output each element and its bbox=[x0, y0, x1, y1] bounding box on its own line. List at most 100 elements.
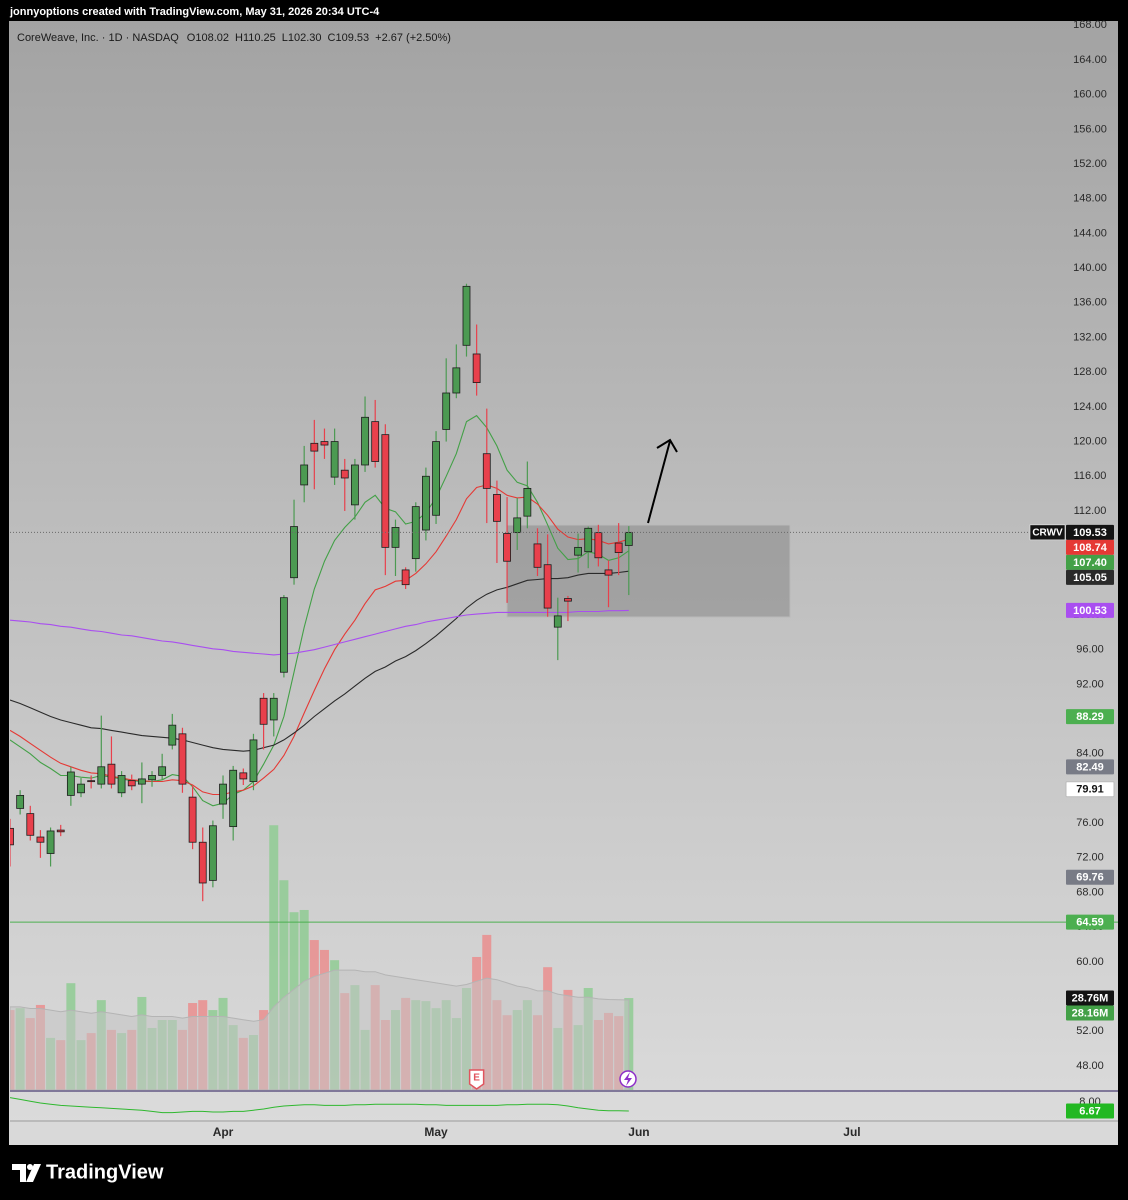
y-tick-label: 84.00 bbox=[1076, 748, 1104, 760]
price-label: 107.40 bbox=[1073, 557, 1107, 569]
candle-body bbox=[127, 780, 136, 787]
candle-body bbox=[97, 766, 106, 785]
y-tick-label: 168.00 bbox=[1073, 19, 1107, 31]
price-label-box bbox=[1066, 569, 1114, 585]
candle-body bbox=[269, 697, 278, 721]
price-label: 69.76 bbox=[1076, 872, 1104, 884]
price-label-box bbox=[1066, 990, 1114, 1006]
time-axis-background bbox=[9, 1121, 1118, 1145]
logo: TradingView bbox=[12, 1161, 164, 1183]
y-tick-label: 116.00 bbox=[1074, 470, 1107, 482]
candle-body bbox=[137, 778, 146, 785]
y-tick-label: 92.00 bbox=[1076, 678, 1104, 690]
price-label-box bbox=[1066, 524, 1114, 540]
candle-body bbox=[604, 569, 613, 576]
candle-body bbox=[239, 772, 248, 780]
price-label-box bbox=[1066, 1103, 1114, 1119]
y-tick-label: 148.00 bbox=[1073, 193, 1107, 205]
volume-bar bbox=[269, 825, 279, 1090]
price-label: 28.16M bbox=[1072, 1007, 1109, 1019]
candle-body bbox=[493, 494, 501, 522]
candle-body bbox=[340, 469, 349, 479]
candle-body bbox=[279, 597, 288, 673]
candle-body bbox=[614, 542, 623, 553]
candle-body bbox=[371, 421, 380, 462]
candle-body bbox=[624, 531, 633, 546]
symbol-box bbox=[1029, 524, 1066, 541]
candle-body bbox=[472, 353, 481, 383]
candle-body bbox=[229, 769, 238, 828]
x-tick-label: Jul bbox=[843, 1125, 860, 1139]
candle-body bbox=[259, 697, 268, 725]
candle-body bbox=[16, 795, 25, 809]
candle-body bbox=[574, 546, 582, 556]
candle-body bbox=[249, 739, 258, 782]
candle-body bbox=[158, 766, 167, 776]
volume-ma-area bbox=[10, 969, 630, 1090]
oscillator-line bbox=[10, 1097, 629, 1114]
arrow-head bbox=[656, 438, 678, 453]
y-tick-label: 52.00 bbox=[1076, 1025, 1104, 1037]
candle-body bbox=[178, 733, 187, 785]
candle-body bbox=[594, 532, 603, 559]
event-icon-bolt bbox=[624, 1072, 632, 1086]
price-label-box bbox=[1066, 1005, 1114, 1021]
candle-body bbox=[543, 564, 552, 609]
event-marker bbox=[468, 1069, 485, 1090]
candle-body bbox=[523, 487, 532, 517]
price-label-box bbox=[1066, 539, 1114, 555]
logo-mark-right bbox=[26, 1164, 41, 1182]
candle-body bbox=[168, 724, 177, 746]
candle-body bbox=[36, 836, 45, 843]
candle-body bbox=[503, 533, 511, 562]
price-label-box bbox=[1066, 709, 1114, 725]
legend-change: +2.67 (+2.50%) bbox=[375, 32, 451, 44]
x-tick-label: Jun bbox=[628, 1125, 649, 1139]
price-label-box bbox=[1066, 602, 1114, 618]
price-label-box bbox=[1066, 869, 1114, 885]
x-tick-label: Apr bbox=[213, 1125, 234, 1139]
candle-body bbox=[290, 526, 298, 579]
header-text: jonnyoptions created with TradingView.co… bbox=[9, 6, 380, 18]
candle-body bbox=[361, 416, 369, 466]
candle-body bbox=[10, 827, 14, 846]
y-tick-label: 120.00 bbox=[1073, 435, 1107, 447]
y-tick-label: 60.00 bbox=[1076, 956, 1104, 968]
candle-body bbox=[462, 285, 471, 346]
y-tick-label: 152.00 bbox=[1073, 158, 1107, 170]
candle-body bbox=[219, 783, 227, 805]
y-tick-label: 132.00 bbox=[1073, 331, 1107, 343]
y-tick-label: 128.00 bbox=[1073, 366, 1107, 378]
candle-body bbox=[66, 771, 75, 796]
candle-body bbox=[564, 598, 572, 602]
ma-line bbox=[10, 609, 629, 656]
price-label: 28.76M bbox=[1072, 992, 1109, 1004]
y-tick-label: 140.00 bbox=[1073, 262, 1107, 274]
candle-body bbox=[310, 442, 319, 452]
candle-body bbox=[320, 441, 329, 446]
logo-mark-dot bbox=[27, 1164, 33, 1170]
price-label-box bbox=[1066, 759, 1114, 775]
price-label-box bbox=[1065, 781, 1115, 798]
legend-high: H110.25 bbox=[235, 32, 276, 44]
legend-title: CoreWeave, Inc. · 1D · NASDAQ bbox=[17, 32, 179, 44]
candle-body bbox=[148, 775, 156, 781]
candle-body bbox=[188, 796, 197, 843]
price-label: 88.29 bbox=[1076, 711, 1104, 723]
y-tick-label: 160.00 bbox=[1073, 89, 1107, 101]
chart-background bbox=[9, 21, 1118, 1145]
y-tick-label: 96.00 bbox=[1076, 644, 1104, 656]
x-tick-label: May bbox=[424, 1125, 448, 1139]
legend: CoreWeave, Inc. · 1D · NASDAQ O108.02 H110… bbox=[17, 32, 451, 44]
candle-body bbox=[391, 527, 400, 548]
candle-body bbox=[422, 475, 430, 531]
candle-body bbox=[46, 830, 55, 854]
y-tick-label: 144.00 bbox=[1073, 227, 1107, 239]
price-label: 105.05 bbox=[1073, 572, 1107, 584]
y-tick-label: 136.00 bbox=[1073, 297, 1107, 309]
volume-bar bbox=[279, 880, 289, 1090]
candle-body bbox=[87, 780, 96, 783]
main-pane bbox=[10, 283, 1065, 1090]
candle-body bbox=[584, 527, 593, 553]
y-tick-label: 124.00 bbox=[1073, 401, 1107, 413]
